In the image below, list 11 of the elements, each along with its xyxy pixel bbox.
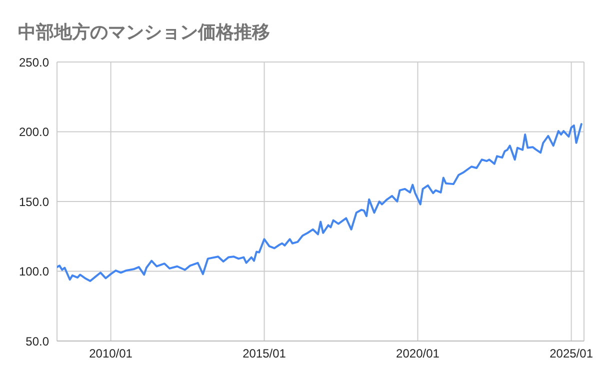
x-tick-label: 2015/01 xyxy=(242,346,286,361)
line-series xyxy=(57,123,582,282)
y-tick-label: 250.0 xyxy=(18,55,50,70)
x-tick-label: 2010/01 xyxy=(89,346,133,361)
y-tick-label: 100.0 xyxy=(18,264,50,279)
y-tick-label: 200.0 xyxy=(18,125,50,140)
y-tick-label: 50.0 xyxy=(26,334,50,348)
x-tick-label: 2025/01 xyxy=(550,346,594,361)
x-tick-label: 2020/01 xyxy=(396,346,440,361)
chart-title: 中部地方のマンション価格推移 xyxy=(18,21,270,44)
y-tick-label: 150.0 xyxy=(18,194,50,209)
